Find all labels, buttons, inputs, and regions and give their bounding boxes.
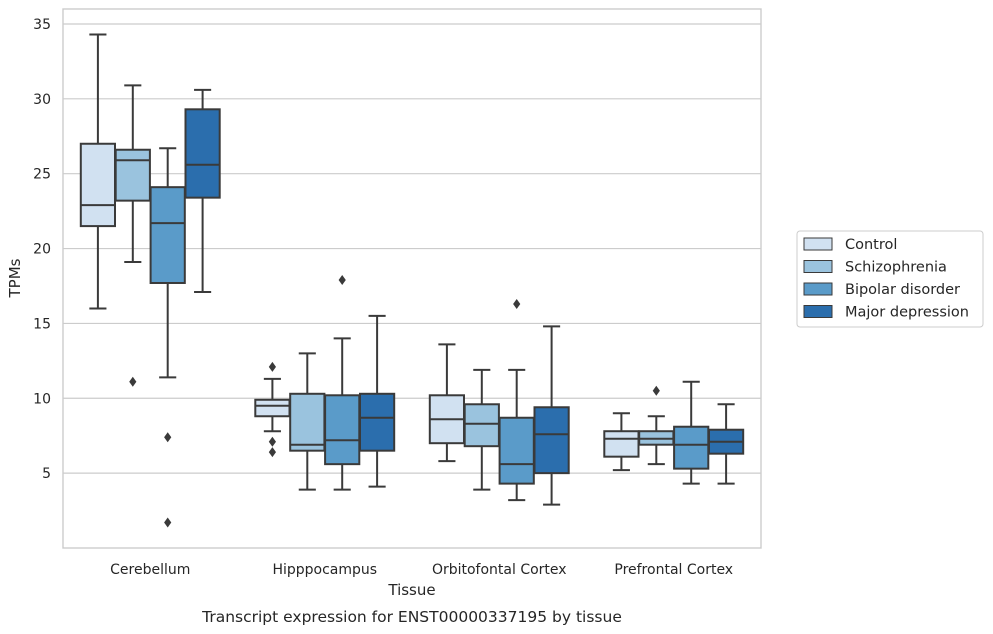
x-tick-label: Prefrontal Cortex <box>614 562 733 578</box>
legend-swatch <box>803 305 833 318</box>
legend-label: Bipolar disorder <box>845 282 960 298</box>
box-iqr <box>324 394 361 466</box>
box-iqr <box>533 406 570 475</box>
chart-caption: Transcript expression for ENST0000033719… <box>201 608 622 626</box>
x-tick-label: Orbitofontal Cortex <box>432 562 567 578</box>
outlier-point <box>164 432 172 443</box>
box-group <box>324 274 361 491</box>
y-tick-label: 15 <box>33 316 51 332</box>
box-group <box>707 403 745 485</box>
outlier-point <box>338 274 346 285</box>
x-tick-labels: Cerebellum Hipppocampus Orbitofontal Corte… <box>110 562 733 578</box>
legend-label: Major depression <box>845 305 969 321</box>
box-iqr <box>289 392 326 452</box>
box-iqr <box>184 108 221 199</box>
box-group <box>358 314 396 488</box>
box-iqr <box>498 416 535 485</box>
box-iqr <box>79 142 117 228</box>
legend-swatch <box>803 260 833 273</box>
outlier-point <box>268 436 276 447</box>
box-group <box>673 380 710 485</box>
x-tick-label: Cerebellum <box>110 562 190 578</box>
outlier-point <box>652 385 660 396</box>
box-group <box>603 412 640 472</box>
y-tick-label: 10 <box>33 391 51 407</box>
box-group <box>463 368 500 491</box>
legend-label: Schizophrenia <box>845 260 947 276</box>
outlier-point <box>164 517 172 528</box>
box-group <box>254 361 291 458</box>
x-tick-label: Hipppocampus <box>272 562 377 578</box>
outlier-point <box>268 447 276 458</box>
box-iqr <box>254 398 291 418</box>
box-group <box>428 343 466 463</box>
box-iqr <box>114 148 151 202</box>
box-group <box>114 84 151 387</box>
y-tick-label: 35 <box>33 17 51 33</box>
legend-swatch <box>803 282 833 296</box>
y-tick-label: 25 <box>33 167 51 183</box>
legend-label: Control <box>845 237 897 253</box>
box-iqr <box>673 425 710 470</box>
legend-frame <box>796 230 984 328</box>
box-iqr <box>149 186 186 284</box>
grid-layer <box>63 23 761 474</box>
y-tick-label: 20 <box>33 242 51 258</box>
y-tick-label: 5 <box>42 466 51 482</box>
box-group <box>498 298 535 502</box>
box-group <box>289 352 326 491</box>
outlier-point <box>129 376 137 387</box>
legend: Control Schizophrenia Bipolar disorder Majo… <box>796 230 984 328</box>
x-axis-label: Tissue <box>387 581 435 599</box>
y-tick-labels: 5 10 15 20 25 30 35 <box>33 17 51 482</box>
box-group <box>184 88 221 293</box>
box-group <box>79 33 117 310</box>
box-iqr <box>358 392 396 452</box>
box-group <box>149 147 186 528</box>
box-iqr <box>603 430 640 458</box>
y-tick-label: 30 <box>33 92 51 108</box>
legend-swatch <box>803 237 833 251</box>
boxes-layer <box>79 33 745 528</box>
outlier-point <box>513 298 521 309</box>
y-axis-label: TPMs <box>6 258 24 298</box>
box-group <box>533 325 570 506</box>
box-iqr <box>463 403 500 448</box>
outlier-point <box>268 361 276 372</box>
